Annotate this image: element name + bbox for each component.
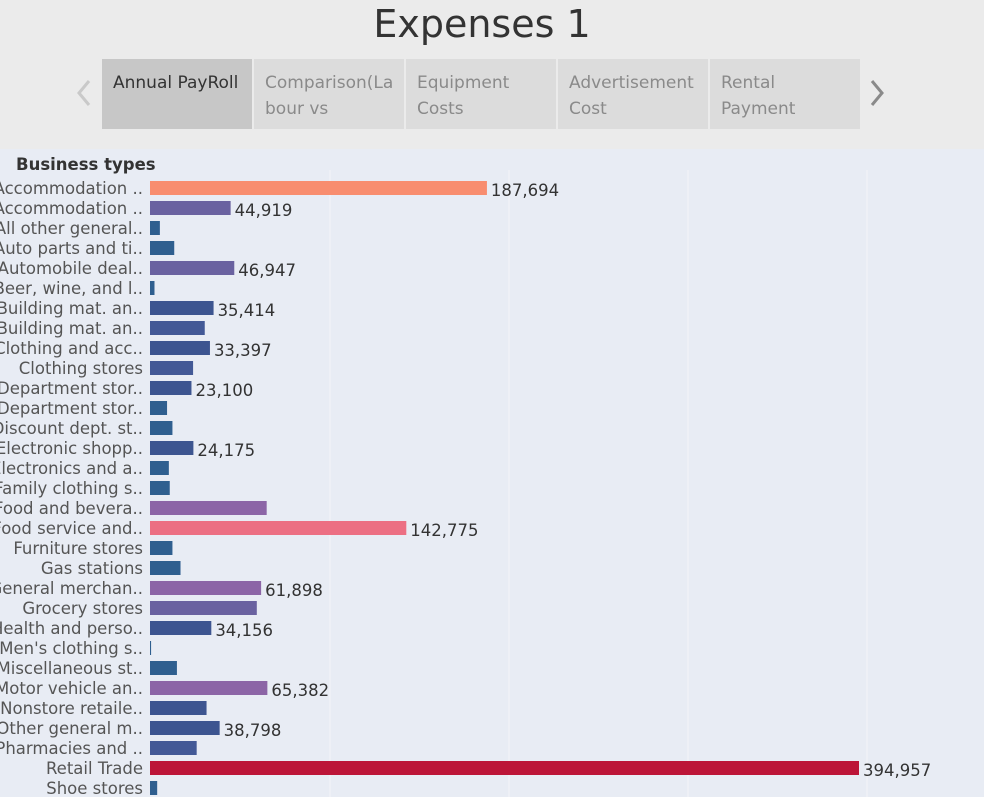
value-label: 33,397 — [214, 341, 272, 360]
category-label: Building mat. an.. — [0, 299, 143, 318]
category-label: Auto parts and ti.. — [0, 239, 143, 258]
value-label: 142,775 — [410, 521, 478, 540]
bar[interactable] — [150, 481, 170, 495]
bar[interactable] — [150, 581, 262, 595]
category-label: Miscellaneous st.. — [0, 659, 143, 678]
tab-label: Equipment Costs — [417, 73, 510, 119]
value-label: 394,957 — [863, 761, 931, 780]
category-label: Building mat. an.. — [0, 319, 143, 338]
category-label: Food service and.. — [0, 519, 143, 538]
bar[interactable] — [150, 321, 205, 335]
chevron-right-icon[interactable] — [867, 76, 887, 110]
category-label: Clothing stores — [19, 359, 143, 378]
value-label: 65,382 — [271, 681, 329, 700]
value-label: 187,694 — [491, 181, 559, 200]
category-label: Men's clothing s.. — [0, 639, 143, 658]
bar[interactable] — [150, 621, 212, 635]
category-label: Gas stations — [41, 559, 143, 578]
category-label: Retail Trade — [46, 759, 143, 778]
tab-comparison[interactable]: Comparison(Labour vs — [254, 59, 404, 129]
value-label: 35,414 — [218, 301, 276, 320]
page-title: Expenses 1 — [373, 2, 591, 46]
category-label: Grocery stores — [22, 599, 143, 618]
category-label: Clothing and acc.. — [0, 339, 143, 358]
category-label: Accommodation .. — [0, 199, 143, 218]
bar[interactable] — [150, 261, 235, 275]
category-label: General merchan.. — [0, 579, 143, 598]
bar[interactable] — [150, 361, 194, 375]
chevron-left-icon[interactable] — [74, 76, 94, 110]
category-label: Electronic shopp.. — [0, 439, 143, 458]
category-label: Pharmacies and .. — [0, 739, 143, 758]
category-label: Beer, wine, and l.. — [0, 279, 143, 298]
category-label: Accommodation .. — [0, 179, 143, 198]
tab-label: Advertisement Cost — [569, 73, 694, 119]
bar[interactable] — [150, 221, 160, 235]
tab-rental-payment[interactable]: Rental Payment — [710, 59, 860, 129]
category-label: Furniture stores — [13, 539, 143, 558]
bar[interactable] — [150, 341, 210, 355]
bar[interactable] — [150, 741, 197, 755]
value-label: 38,798 — [224, 721, 282, 740]
value-label: 44,919 — [235, 201, 293, 220]
bar[interactable] — [150, 381, 192, 395]
value-label: 23,100 — [195, 381, 253, 400]
bar[interactable] — [150, 201, 231, 215]
category-label: Department stor.. — [0, 399, 143, 418]
category-label: Nonstore retaile.. — [0, 699, 143, 718]
category-label: All other general.. — [0, 219, 143, 238]
bar[interactable] — [150, 561, 181, 575]
row-header: Business types — [16, 155, 156, 174]
category-label: Automobile deal.. — [0, 259, 143, 278]
tab-advertisement-cost[interactable]: Advertisement Cost — [558, 59, 708, 129]
category-label: Electronics and a.. — [0, 459, 143, 478]
value-label: 61,898 — [265, 581, 323, 600]
bar[interactable] — [150, 701, 207, 715]
bar[interactable] — [150, 241, 175, 255]
bar[interactable] — [150, 601, 257, 615]
tab-equipment-costs[interactable]: Equipment Costs — [406, 59, 556, 129]
tab-label: Annual PayRoll — [113, 73, 239, 93]
bar[interactable] — [150, 661, 177, 675]
bar[interactable] — [150, 761, 859, 775]
value-label: 24,175 — [197, 441, 255, 460]
bar[interactable] — [150, 721, 220, 735]
bar[interactable] — [150, 781, 158, 795]
category-label: Food and bevera.. — [0, 499, 143, 518]
bar[interactable] — [150, 441, 194, 455]
category-label: Shoe stores — [46, 779, 143, 797]
category-label: Department stor.. — [0, 379, 143, 398]
bar[interactable] — [150, 281, 155, 295]
bar[interactable] — [150, 521, 407, 535]
bar[interactable] — [150, 501, 267, 515]
bar[interactable] — [150, 401, 168, 415]
category-label: Motor vehicle an.. — [0, 679, 143, 698]
bar[interactable] — [150, 541, 173, 555]
bar[interactable] — [150, 301, 214, 315]
bar[interactable] — [150, 421, 173, 435]
category-label: Family clothing s.. — [0, 479, 143, 498]
category-label: Discount dept. st.. — [0, 419, 143, 438]
category-label: Other general m.. — [0, 719, 143, 738]
value-label: 34,156 — [215, 621, 273, 640]
tab-label: Comparison(Labour vs — [265, 73, 394, 119]
bar[interactable] — [150, 641, 152, 655]
category-label: Health and perso.. — [0, 619, 143, 638]
bar[interactable] — [150, 681, 268, 695]
bar[interactable] — [150, 181, 487, 195]
value-label: 46,947 — [238, 261, 296, 280]
bar[interactable] — [150, 461, 169, 475]
tab-annual-payroll[interactable]: Annual PayRoll — [102, 59, 252, 129]
tab-label: Rental Payment — [721, 73, 796, 119]
